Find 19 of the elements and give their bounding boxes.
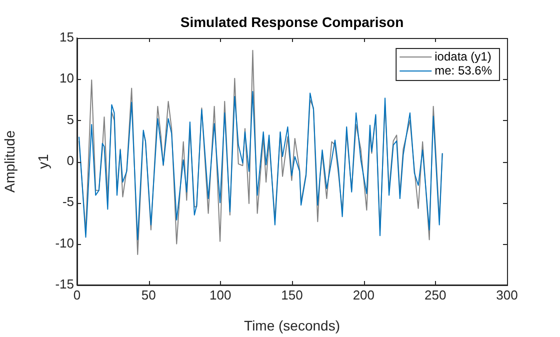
x-tick-label: 100 <box>209 287 232 302</box>
x-tick-label: 250 <box>424 287 446 302</box>
y-tick-label: -15 <box>55 276 74 292</box>
x-tick-label: 150 <box>281 287 303 302</box>
x-axis-title: Time (seconds) <box>244 317 340 334</box>
legend-label: iodata (y1) <box>434 49 492 64</box>
y-tick-label: -10 <box>55 235 74 250</box>
text: y1 <box>34 154 51 169</box>
y-tick-label: -5 <box>62 194 74 210</box>
y-tick-label: 10 <box>60 70 74 86</box>
y-tick-label: 15 <box>60 30 74 45</box>
y-tick-label: 0 <box>66 153 74 168</box>
y-tick-label: 5 <box>66 112 74 127</box>
x-tick-label: 300 <box>496 287 518 302</box>
legend-label: me: 53.6% <box>434 63 492 78</box>
y-axis-title: Amplitude <box>1 130 18 193</box>
x-tick-label: 200 <box>352 287 375 302</box>
chart-title: Simulated Response Comparison <box>180 14 404 30</box>
x-tick-label: 50 <box>141 287 156 302</box>
